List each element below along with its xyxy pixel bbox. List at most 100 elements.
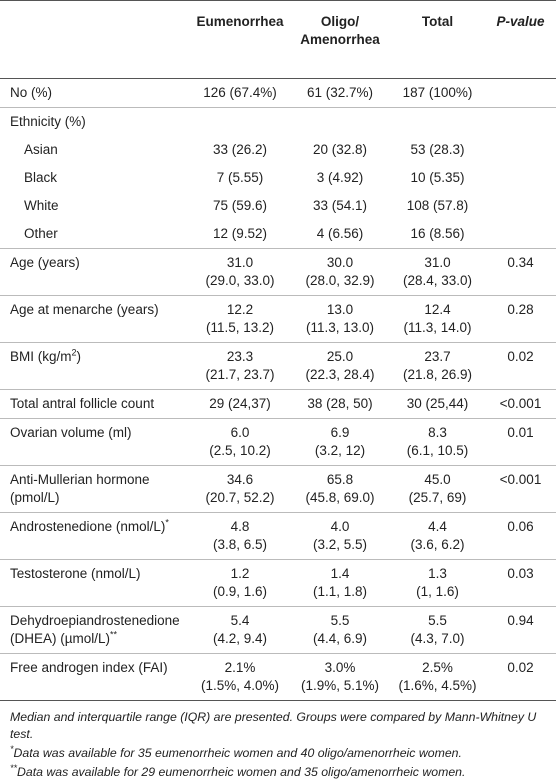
text: Other	[24, 226, 58, 241]
text: Ovarian volume (ml)	[10, 425, 132, 440]
row-label: White	[0, 192, 190, 220]
text: (0.9, 1.6)	[212, 584, 268, 599]
row-label: BMI (kg/m2)	[0, 343, 190, 390]
line: No (%)	[10, 84, 186, 102]
line: (0.9, 1.6)	[194, 583, 286, 601]
line: 2.1%	[194, 659, 286, 677]
text: 61 (32.7%)	[306, 85, 374, 100]
text: 0.02	[507, 349, 534, 364]
line: 4.8	[194, 518, 286, 536]
text: 1.3	[428, 566, 447, 581]
text: (4.3, 7.0)	[410, 631, 465, 646]
footnote-text: Data was available for 29 eumenorrheic w…	[17, 765, 466, 779]
cell: <0.001	[485, 390, 556, 419]
line: (25.7, 69)	[394, 489, 481, 507]
cell: 3.0% (1.9%, 5.1%)	[290, 654, 390, 701]
cell	[290, 108, 390, 137]
row-label: Androstenedione (nmol/L)*	[0, 513, 190, 560]
line: 23.3	[194, 348, 286, 366]
text: 0.06	[507, 519, 534, 534]
table-row: Androstenedione (nmol/L)* 4.8 (3.8, 6.5) 4.…	[0, 512, 556, 560]
text: 0.03	[507, 566, 534, 581]
text: Anti-Mullerian hormone	[10, 472, 150, 487]
line: (45.8, 69.0)	[294, 489, 386, 507]
line: (pmol/L)	[10, 489, 186, 507]
text: 13.0	[326, 302, 354, 317]
line: 3.0%	[294, 659, 386, 677]
text: (1.1, 1.8)	[312, 584, 368, 599]
line: (1.5%, 4.0%)	[194, 677, 286, 695]
text: 38 (28, 50)	[307, 396, 373, 411]
line: Oligo/	[294, 13, 386, 31]
text: (2.5, 10.2)	[209, 443, 271, 458]
cell: 33 (26.2)	[190, 136, 290, 164]
table-row: Total antral follicle count 29 (24,37) 38 …	[0, 389, 556, 419]
footnotes: Median and interquartile range (IQR) are…	[0, 701, 556, 781]
text: (pmol/L)	[10, 490, 60, 505]
footnote-text: Data was available for 35 eumenorrheic w…	[13, 746, 462, 760]
line: (3.2, 12)	[294, 442, 386, 460]
line: Ovarian volume (ml)	[10, 424, 186, 442]
cell	[485, 192, 556, 220]
row-label: Black	[0, 164, 190, 192]
text: Free androgen index (FAI)	[10, 660, 168, 675]
line: Age at menarche (years)	[10, 301, 186, 319]
text: 2.5%	[422, 660, 453, 675]
text: (22.3, 28.4)	[305, 367, 375, 382]
cell	[390, 108, 485, 137]
text: Androstenedione (nmol/L)	[10, 519, 166, 534]
cell: 23.7 (21.8, 26.9)	[390, 343, 485, 390]
cell: 12 (9.52)	[190, 220, 290, 249]
text: (3.6, 6.2)	[410, 537, 465, 552]
text: 12.2	[226, 302, 254, 317]
line: 34.6	[194, 471, 286, 489]
text: (11.5, 13.2)	[205, 320, 275, 335]
cell	[485, 108, 556, 137]
line: Amenorrhea	[294, 31, 386, 49]
row-label: Total antral follicle count	[0, 390, 190, 419]
cell: 5.5 (4.3, 7.0)	[390, 607, 485, 654]
line: (1.6%, 4.5%)	[394, 677, 481, 695]
text: Age at menarche (years)	[10, 302, 159, 317]
column-header: Oligo/Amenorrhea	[290, 1, 390, 79]
text: (4.2, 9.4)	[212, 631, 268, 646]
text: 3.0%	[324, 660, 356, 675]
text: (28.4, 33.0)	[402, 273, 473, 288]
header-cell	[0, 1, 190, 79]
text: 23.7	[424, 349, 451, 364]
cell: 45.0 (25.7, 69)	[390, 466, 485, 513]
line: (11.5, 13.2)	[194, 319, 286, 337]
line: 31.0	[194, 254, 286, 272]
cell: 5.4 (4.2, 9.4)	[190, 607, 290, 654]
superscript: 2	[71, 347, 77, 358]
footnote-text: Median and interquartile range (IQR) are…	[10, 710, 537, 741]
table-row: Asian 33 (26.2) 20 (32.8) 53 (28.3)	[0, 136, 556, 164]
line: 4.4	[394, 518, 481, 536]
text: (1.9%, 5.1%)	[300, 678, 380, 693]
cell: 31.0 (28.4, 33.0)	[390, 249, 485, 296]
footnote-mark: *	[10, 743, 14, 754]
footnote-mark: **	[10, 762, 18, 773]
table-row: BMI (kg/m2) 23.3 (21.7, 23.7) 25.0 (22.3, 28…	[0, 342, 556, 390]
line: (21.7, 23.7)	[194, 366, 286, 384]
line: 30.0	[294, 254, 386, 272]
row-label: Age (years)	[0, 249, 190, 296]
table-row: Free androgen index (FAI) 2.1% (1.5%, 4.0%…	[0, 653, 556, 701]
cell: 0.06	[485, 513, 556, 560]
line: (1.9%, 5.1%)	[294, 677, 386, 695]
text: 29 (24,37)	[209, 396, 271, 411]
line: Dehydroepiandrostenedione	[10, 612, 186, 630]
text: Black	[24, 170, 58, 185]
text: P-value	[496, 14, 545, 29]
column-header: Eumenorrhea	[190, 1, 290, 79]
table-row: White 75 (59.6) 33 (54.1) 108 (57.8)	[0, 192, 556, 220]
line: Black	[24, 169, 186, 187]
text: 0.94	[507, 613, 534, 628]
text: 1.2	[230, 566, 250, 581]
text: 7 (5.55)	[216, 170, 264, 185]
table-row: Age (years) 31.0 (29.0, 33.0) 30.0 (28.0, 32…	[0, 248, 556, 296]
cell: 38 (28, 50)	[290, 390, 390, 419]
text: 6.9	[330, 425, 350, 440]
text: 3 (4.92)	[316, 170, 364, 185]
cell: 30.0 (28.0, 32.9)	[290, 249, 390, 296]
